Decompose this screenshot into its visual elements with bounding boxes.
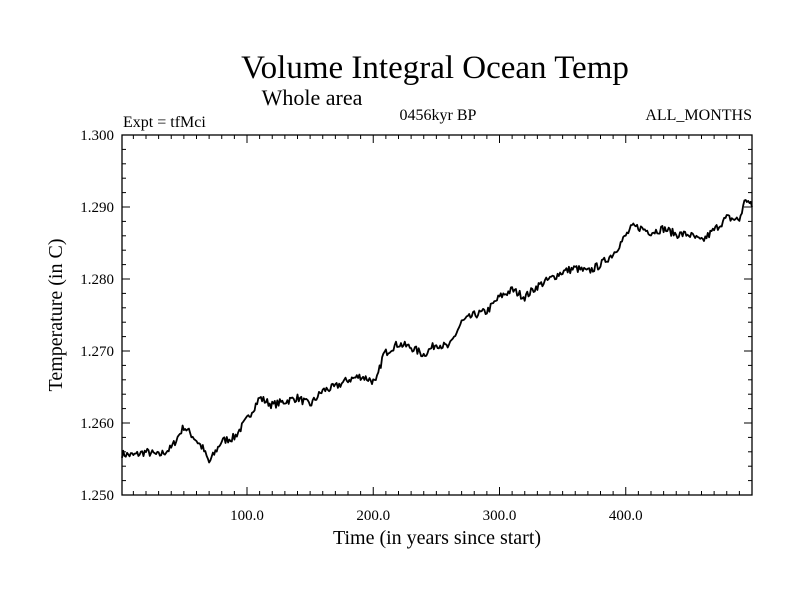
y-axis-label: Temperature (in C) [45,239,67,392]
axis-ticks [122,135,752,495]
y-tick-label: 1.270 [80,344,114,360]
y-tick-label: 1.280 [80,272,114,288]
x-axis-label: Time (in years since start) [333,527,541,549]
y-tick-label: 1.250 [80,488,114,504]
chart-title: Volume Integral Ocean Temp [241,50,629,86]
y-tick-label: 1.260 [80,416,114,432]
x-tick-label: 400.0 [609,508,643,524]
x-tick-label: 200.0 [356,508,390,524]
annotation-experiment: Expt = tfMci [123,114,206,131]
x-tick-label: 100.0 [230,508,264,524]
y-tick-label: 1.290 [80,200,114,216]
annotation-period: 0456kyr BP [400,107,477,124]
series-line [121,199,753,464]
annotation-months: ALL_MONTHS [645,107,752,124]
plot-frame [121,134,753,496]
tick-labels: 100.0 200.0 300.0 400.0 1.250 1.260 1.270 1.280… [80,128,642,524]
chart-subtitle: Whole area [262,85,363,110]
y-tick-label: 1.300 [80,128,114,144]
x-tick-label: 300.0 [483,508,517,524]
